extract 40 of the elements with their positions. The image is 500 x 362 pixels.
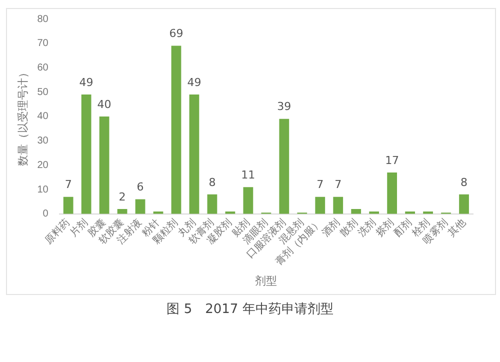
data-label: 7 bbox=[316, 178, 324, 192]
x-axis-title: 剂型 bbox=[255, 274, 278, 288]
data-label: 7 bbox=[334, 178, 342, 192]
data-label: 39 bbox=[277, 100, 292, 114]
bar bbox=[81, 94, 92, 214]
bar bbox=[459, 194, 469, 214]
bar bbox=[99, 116, 110, 214]
y-tick-label: 50 bbox=[37, 86, 49, 98]
y-tick-label: 40 bbox=[37, 111, 49, 122]
bar bbox=[135, 199, 146, 214]
data-label: 8 bbox=[460, 176, 468, 189]
bar bbox=[333, 196, 344, 214]
data-label: 6 bbox=[136, 180, 144, 194]
data-label: 49 bbox=[187, 76, 202, 89]
bar bbox=[315, 196, 326, 214]
bar bbox=[171, 46, 182, 214]
bar bbox=[351, 209, 362, 214]
data-label: 49 bbox=[79, 76, 94, 89]
data-label: 7 bbox=[64, 178, 72, 192]
bar bbox=[63, 196, 74, 214]
data-label: 69 bbox=[169, 27, 184, 40]
y-tick-label: 70 bbox=[37, 38, 49, 50]
text: 图 5 2017 年中药申请剂型 bbox=[166, 301, 334, 318]
data-label: 17 bbox=[385, 154, 400, 167]
data-label: 11 bbox=[241, 168, 256, 182]
bar bbox=[243, 187, 254, 214]
data-label: 40 bbox=[97, 98, 112, 111]
data-label: 8 bbox=[208, 176, 216, 189]
y-tick-label: 60 bbox=[37, 62, 49, 74]
data-label: 2 bbox=[118, 190, 126, 204]
y-tick-label: 10 bbox=[37, 184, 49, 196]
bar bbox=[387, 172, 398, 214]
bar bbox=[279, 118, 290, 214]
y-tick-label: 30 bbox=[37, 136, 49, 147]
y-tick-label: 0 bbox=[42, 208, 49, 220]
bar bbox=[189, 94, 200, 214]
y-axis-title: 数量（以受理号计） bbox=[16, 66, 30, 166]
y-tick-label: 20 bbox=[37, 160, 49, 171]
bar bbox=[207, 194, 218, 214]
y-tick-label: 80 bbox=[37, 14, 49, 25]
